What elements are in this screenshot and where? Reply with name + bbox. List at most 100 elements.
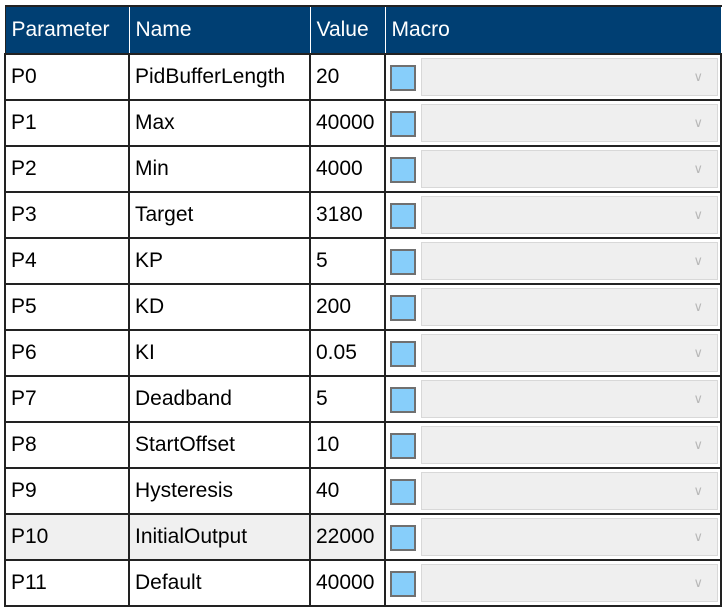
color-swatch[interactable] — [390, 111, 416, 137]
value-cell[interactable]: 0.05 — [309, 329, 386, 377]
value-cell[interactable]: 40000 — [309, 559, 386, 607]
column-header-parameter[interactable]: Parameter — [4, 5, 130, 54]
color-swatch[interactable] — [390, 295, 416, 321]
value-cell[interactable]: 22000 — [309, 513, 386, 561]
macro-cell: ∨ — [384, 421, 722, 469]
chevron-down-icon: ∨ — [693, 345, 703, 360]
macro-cell: ∨ — [384, 559, 722, 607]
header-row: Parameter Name Value Macro — [4, 5, 722, 54]
chevron-down-icon: ∨ — [693, 437, 703, 452]
name-cell[interactable]: Hysteresis — [128, 467, 311, 515]
chevron-down-icon: ∨ — [693, 115, 703, 130]
macro-dropdown[interactable]: ∨ — [421, 196, 718, 234]
value-cell[interactable]: 5 — [309, 375, 386, 423]
macro-dropdown[interactable]: ∨ — [421, 104, 718, 142]
color-swatch[interactable] — [390, 479, 416, 505]
parameter-cell[interactable]: P7 — [4, 375, 130, 423]
table-row[interactable]: P9 Hysteresis 40 ∨ — [4, 467, 722, 515]
macro-dropdown[interactable]: ∨ — [421, 150, 718, 188]
table-row[interactable]: P6 KI 0.05 ∨ — [4, 329, 722, 377]
color-swatch[interactable] — [390, 65, 416, 91]
name-cell[interactable]: KP — [128, 237, 311, 285]
table-row[interactable]: P2 Min 4000 ∨ — [4, 145, 722, 193]
color-swatch[interactable] — [390, 203, 416, 229]
name-cell[interactable]: InitialOutput — [128, 513, 311, 561]
parameter-cell[interactable]: P11 — [4, 559, 130, 607]
color-swatch[interactable] — [390, 433, 416, 459]
chevron-down-icon: ∨ — [693, 299, 703, 314]
color-swatch[interactable] — [390, 571, 416, 597]
column-header-value[interactable]: Value — [309, 5, 386, 54]
macro-dropdown[interactable]: ∨ — [421, 472, 718, 510]
table-row[interactable]: P1 Max 40000 ∨ — [4, 99, 722, 147]
parameter-cell[interactable]: P9 — [4, 467, 130, 515]
color-swatch[interactable] — [390, 525, 416, 551]
value-cell[interactable]: 5 — [309, 237, 386, 285]
macro-dropdown[interactable]: ∨ — [421, 426, 718, 464]
macro-cell: ∨ — [384, 467, 722, 515]
chevron-down-icon: ∨ — [693, 161, 703, 176]
color-swatch[interactable] — [390, 341, 416, 367]
table-row[interactable]: P3 Target 3180 ∨ — [4, 191, 722, 239]
chevron-down-icon: ∨ — [693, 391, 703, 406]
chevron-down-icon: ∨ — [693, 483, 703, 498]
color-swatch[interactable] — [390, 249, 416, 275]
parameter-cell[interactable]: P8 — [4, 421, 130, 469]
chevron-down-icon: ∨ — [693, 529, 703, 544]
macro-dropdown[interactable]: ∨ — [421, 242, 718, 280]
chevron-down-icon: ∨ — [693, 253, 703, 268]
parameter-grid: Parameter Name Value Macro P0 PidBufferLe… — [4, 5, 722, 607]
name-cell[interactable]: Default — [128, 559, 311, 607]
name-cell[interactable]: Deadband — [128, 375, 311, 423]
parameter-cell[interactable]: P2 — [4, 145, 130, 193]
macro-cell: ∨ — [384, 191, 722, 239]
table-row[interactable]: P8 StartOffset 10 ∨ — [4, 421, 722, 469]
macro-dropdown[interactable]: ∨ — [421, 518, 718, 556]
chevron-down-icon: ∨ — [693, 69, 703, 84]
macro-dropdown[interactable]: ∨ — [421, 380, 718, 418]
value-cell[interactable]: 40 — [309, 467, 386, 515]
value-cell[interactable]: 40000 — [309, 99, 386, 147]
macro-dropdown[interactable]: ∨ — [421, 334, 718, 372]
column-header-macro[interactable]: Macro — [384, 5, 722, 54]
macro-dropdown[interactable]: ∨ — [421, 58, 718, 96]
table-row[interactable]: P7 Deadband 5 ∨ — [4, 375, 722, 423]
macro-cell: ∨ — [384, 237, 722, 285]
parameter-cell[interactable]: P1 — [4, 99, 130, 147]
name-cell[interactable]: Max — [128, 99, 311, 147]
parameter-cell[interactable]: P3 — [4, 191, 130, 239]
macro-cell: ∨ — [384, 99, 722, 147]
name-cell[interactable]: Min — [128, 145, 311, 193]
macro-dropdown[interactable]: ∨ — [421, 288, 718, 326]
value-cell[interactable]: 10 — [309, 421, 386, 469]
macro-cell: ∨ — [384, 329, 722, 377]
parameter-cell[interactable]: P0 — [4, 53, 130, 101]
parameter-cell[interactable]: P4 — [4, 237, 130, 285]
table-row[interactable]: P10 InitialOutput 22000 ∨ — [4, 513, 722, 561]
macro-cell: ∨ — [384, 513, 722, 561]
color-swatch[interactable] — [390, 157, 416, 183]
macro-cell: ∨ — [384, 375, 722, 423]
value-cell[interactable]: 20 — [309, 53, 386, 101]
column-header-name[interactable]: Name — [128, 5, 311, 54]
parameter-cell[interactable]: P5 — [4, 283, 130, 331]
macro-dropdown[interactable]: ∨ — [421, 564, 718, 602]
chevron-down-icon: ∨ — [693, 207, 703, 222]
name-cell[interactable]: PidBufferLength — [128, 53, 311, 101]
parameter-cell[interactable]: P10 — [4, 513, 130, 561]
value-cell[interactable]: 3180 — [309, 191, 386, 239]
value-cell[interactable]: 4000 — [309, 145, 386, 193]
parameter-cell[interactable]: P6 — [4, 329, 130, 377]
name-cell[interactable]: KI — [128, 329, 311, 377]
color-swatch[interactable] — [390, 387, 416, 413]
name-cell[interactable]: StartOffset — [128, 421, 311, 469]
table-row[interactable]: P0 PidBufferLength 20 ∨ — [4, 53, 722, 101]
table-row[interactable]: P4 KP 5 ∨ — [4, 237, 722, 285]
name-cell[interactable]: Target — [128, 191, 311, 239]
table-row[interactable]: P11 Default 40000 ∨ — [4, 559, 722, 607]
macro-cell: ∨ — [384, 145, 722, 193]
chevron-down-icon: ∨ — [693, 575, 703, 590]
name-cell[interactable]: KD — [128, 283, 311, 331]
value-cell[interactable]: 200 — [309, 283, 386, 331]
table-row[interactable]: P5 KD 200 ∨ — [4, 283, 722, 331]
